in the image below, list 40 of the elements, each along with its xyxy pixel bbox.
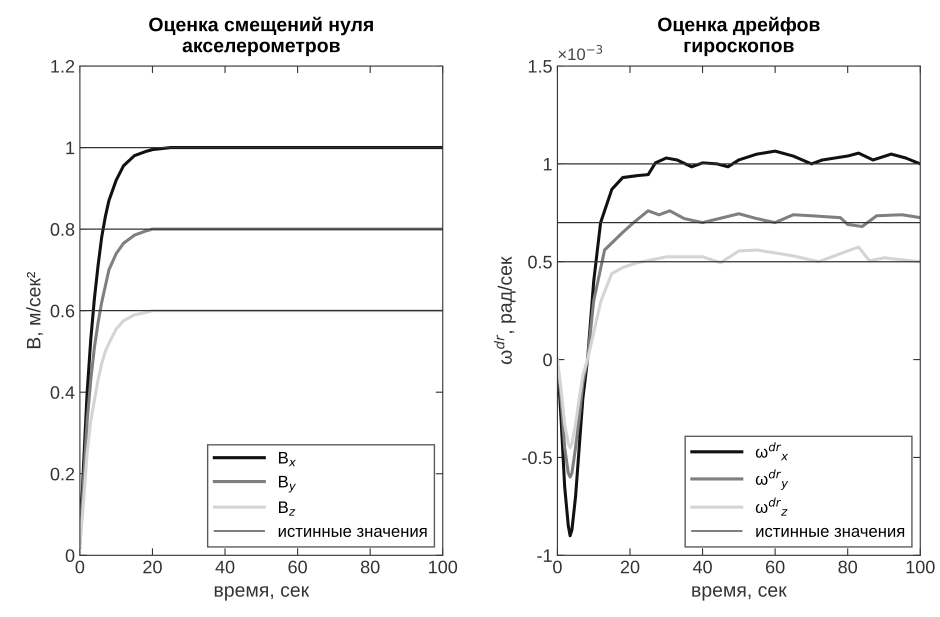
x-tick-label: 60: [288, 560, 307, 574]
y-tick-label: 0: [543, 354, 552, 366]
x-tick-label: 80: [360, 560, 380, 574]
y-tick-label: 0.8: [50, 223, 74, 236]
x-axis-title: время, сек: [692, 586, 787, 601]
y-tick-label: 1: [544, 158, 552, 170]
x-axis-title: время, сек: [214, 586, 310, 601]
chart-title: Оценка дрейфов гироскопов: [658, 16, 820, 56]
legend-label: ω$^{dr}$$_{z}$: [756, 498, 788, 516]
legend-label: B$_{y}$: [279, 476, 296, 493]
y-tick-label: 0: [66, 549, 74, 562]
x-tick-label: 60: [766, 560, 784, 574]
x-tick-label: 0: [76, 560, 84, 574]
legend-label: ω$^{dr}$$_{x}$: [756, 442, 788, 460]
x-tick-label: 40: [215, 560, 234, 574]
x-tick-label: 0: [553, 560, 562, 574]
y-tick-label: -0.5: [522, 451, 552, 464]
x-tick-label: 100: [429, 560, 458, 574]
y-tick-label: -1: [537, 549, 552, 562]
y-tick-label: 1.5: [528, 60, 552, 73]
legend-label: истинные значения: [756, 528, 904, 538]
x-tick-label: 100: [906, 560, 935, 574]
legend-label: ω$^{dr}$$_{y}$: [756, 469, 788, 490]
x-tick-label: 40: [692, 560, 712, 574]
legend-label: B$_{z}$: [279, 501, 296, 516]
text: ×10$^{−3}$: [558, 44, 602, 60]
y-tick-label: 0.5: [528, 256, 552, 268]
x-tick-label: 20: [620, 560, 640, 574]
y-tick-label: 0.2: [50, 468, 74, 480]
y-tick-label: 1.2: [51, 60, 74, 73]
x-tick-label: 80: [838, 560, 858, 574]
y-tick-label: 0.6: [50, 304, 74, 318]
chart-title: Оценка смещений нуля акселерометров: [149, 16, 373, 56]
x-tick-label: 20: [143, 560, 162, 574]
y-axis-title: B, м/сек²: [26, 272, 43, 348]
y-tick-label: 1: [66, 142, 74, 154]
y-axis-title: ω$^{dr}$, рад/сек: [494, 256, 516, 364]
legend-label: истинные значения: [278, 528, 427, 538]
legend-label: B$_{x}$: [279, 452, 296, 466]
y-tick-label: 0.4: [50, 386, 75, 399]
